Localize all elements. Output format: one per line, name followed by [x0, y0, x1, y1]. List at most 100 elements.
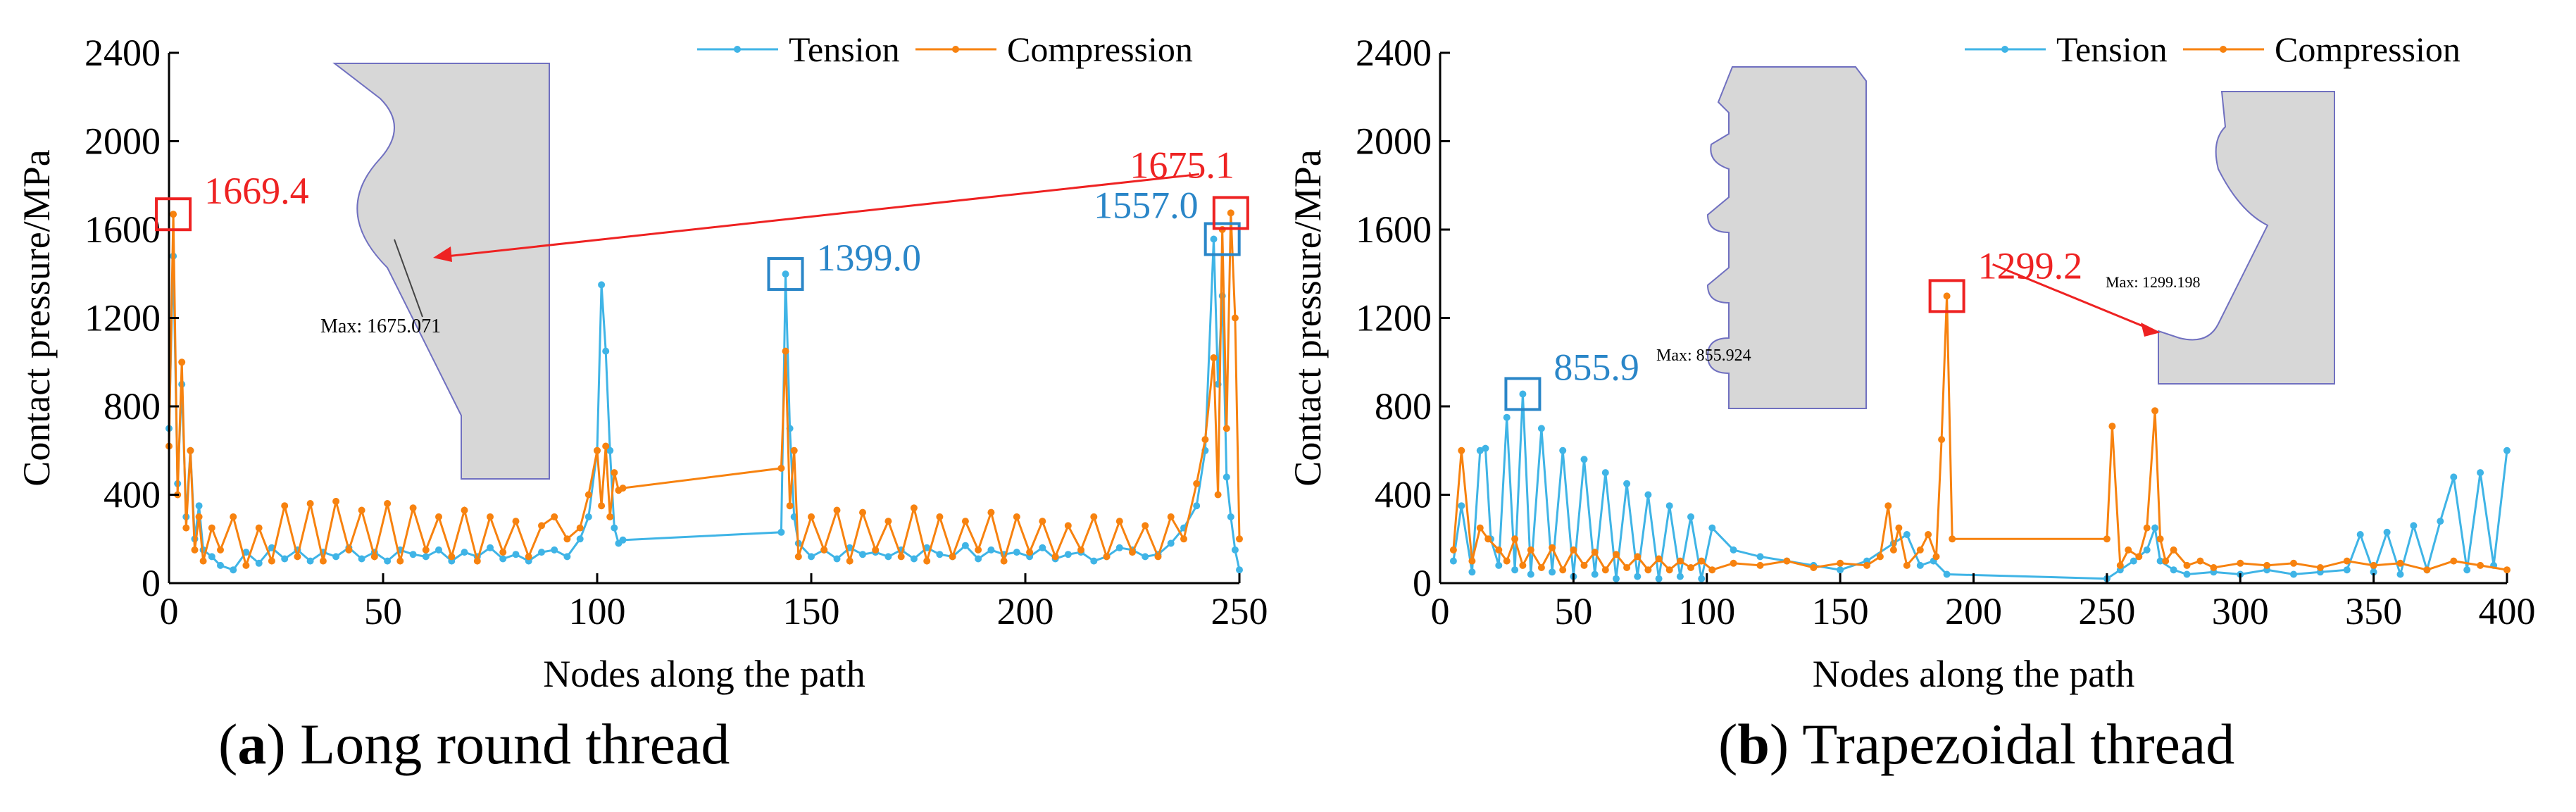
x-axis-label: Nodes along the path: [1813, 653, 2134, 695]
y-tick-label: 2400: [1356, 32, 1432, 74]
data-point: [872, 546, 880, 554]
data-point: [961, 518, 969, 525]
data-point: [2151, 524, 2159, 532]
legend-marker-compression: [2220, 46, 2227, 53]
data-point: [1549, 544, 1556, 551]
data-point: [1115, 544, 1123, 551]
data-point: [1943, 292, 1951, 300]
data-point: [1476, 524, 1484, 532]
data-point: [2503, 446, 2511, 454]
data-point: [1495, 561, 1503, 569]
data-point: [551, 513, 558, 520]
data-point: [949, 553, 956, 561]
data-point: [1223, 425, 1230, 432]
data-point: [1210, 235, 1218, 243]
annotation-arrowhead: [2141, 323, 2161, 337]
data-point: [611, 469, 618, 477]
data-point: [2183, 561, 2191, 569]
data-point: [435, 546, 442, 554]
data-point: [1201, 436, 1209, 444]
data-point: [598, 502, 606, 510]
series-line-tension: [1452, 394, 2508, 580]
data-point: [1756, 553, 1764, 561]
annotation-label: 1669.4: [204, 170, 309, 212]
data-point: [563, 553, 571, 561]
y-tick-label: 400: [1375, 474, 1432, 516]
data-point: [859, 551, 866, 558]
data-point: [1090, 557, 1098, 565]
legend-marker-compression: [952, 46, 959, 53]
data-point: [2108, 423, 2116, 430]
data-point: [268, 557, 275, 565]
y-tick-label: 1600: [1356, 208, 1432, 251]
y-tick-label: 400: [104, 474, 161, 516]
data-point: [2396, 570, 2404, 578]
data-point: [846, 544, 854, 551]
data-point: [1013, 513, 1020, 520]
x-tick-label: 0: [1431, 590, 1450, 632]
data-point: [1236, 566, 1243, 574]
data-point: [777, 528, 785, 536]
data-point: [242, 561, 250, 569]
legend-marker-tension: [734, 46, 741, 53]
data-point: [1634, 573, 1642, 580]
data-point: [1039, 544, 1046, 551]
data-point: [1449, 557, 1457, 565]
data-point: [884, 553, 892, 561]
data-point: [1559, 446, 1567, 454]
data-point: [370, 553, 378, 561]
data-point: [1503, 557, 1511, 565]
data-point: [2356, 531, 2364, 538]
data-point: [1943, 570, 1951, 578]
data-point: [332, 553, 340, 561]
data-point: [1591, 549, 1599, 556]
data-point: [1537, 564, 1545, 571]
data-point: [1026, 549, 1034, 556]
data-point: [2170, 566, 2177, 574]
data-point: [1115, 518, 1123, 525]
data-point: [217, 546, 224, 554]
y-tick-label: 1600: [85, 208, 161, 251]
x-tick-label: 0: [160, 590, 179, 632]
annotation-box: [155, 197, 192, 232]
data-point: [1613, 575, 1620, 582]
data-point: [2125, 546, 2132, 554]
data-point: [1623, 480, 1631, 487]
data-point: [1655, 555, 1663, 563]
data-point: [1013, 549, 1020, 556]
data-point: [191, 546, 199, 554]
x-tick-label: 400: [2479, 590, 2536, 632]
data-point: [897, 553, 905, 561]
data-point: [217, 561, 224, 569]
data-point: [833, 506, 841, 514]
y-tick-label: 2000: [1356, 120, 1432, 163]
data-point: [1051, 553, 1059, 561]
y-tick-label: 800: [1375, 385, 1432, 427]
data-point: [1064, 522, 1072, 530]
data-point: [230, 566, 237, 574]
data-point: [1154, 553, 1162, 561]
data-point: [473, 557, 481, 565]
data-point: [2477, 561, 2484, 569]
data-point: [1214, 491, 1222, 499]
data-point: [594, 446, 601, 454]
annotation-label: 855.9: [1553, 346, 1639, 388]
data-point: [936, 551, 944, 558]
data-point: [1783, 557, 1791, 565]
data-point: [2370, 561, 2377, 569]
series-line-compression: [168, 213, 1241, 570]
data-point: [2503, 566, 2511, 574]
caption-b: (b) Trapezoidal thread: [1718, 712, 2235, 776]
data-point: [1484, 535, 1492, 543]
data-point: [1591, 570, 1599, 578]
data-point: [2130, 557, 2137, 565]
data-point: [2143, 546, 2151, 554]
caption-a-letter: a: [237, 712, 267, 776]
data-point: [1129, 549, 1136, 556]
data-point: [1180, 535, 1187, 543]
series-compression: [165, 209, 1243, 570]
x-tick-label: 100: [569, 590, 626, 632]
data-point: [1519, 561, 1527, 569]
caption-b-title: Trapezoidal thread: [1802, 712, 2235, 776]
